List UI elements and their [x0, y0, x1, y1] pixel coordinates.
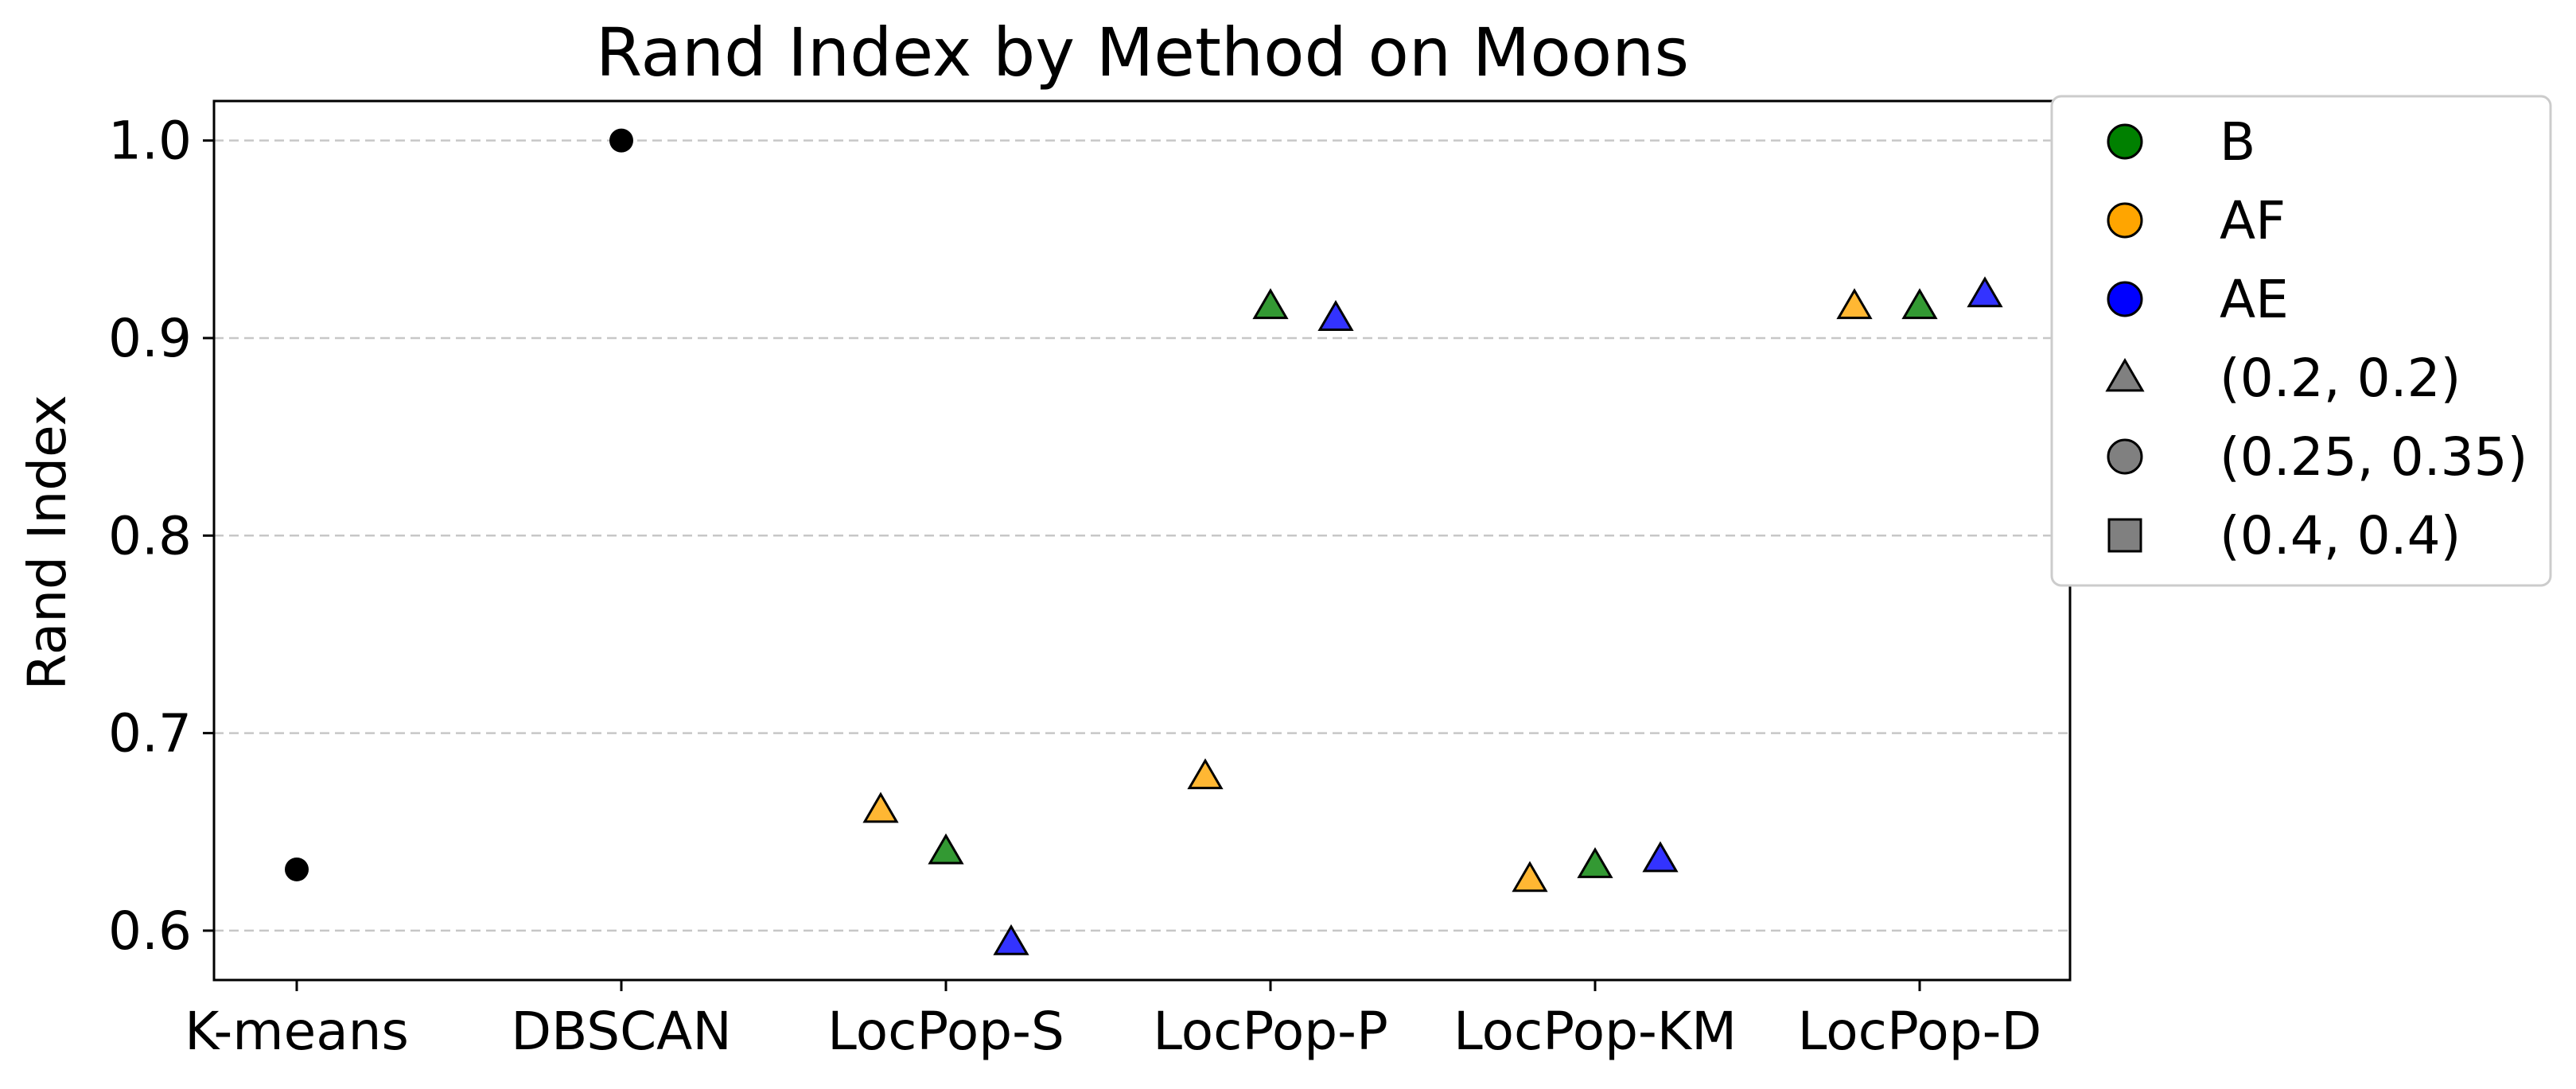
y-tick-label: 0.7 — [108, 703, 192, 764]
point-b-triangle — [1252, 288, 1289, 320]
baseline-point — [609, 128, 633, 153]
x-tick-label: LocPop-D — [1798, 1001, 2042, 1062]
legend-marker-circle — [2107, 438, 2143, 475]
legend-marker-triangle — [2105, 358, 2145, 392]
legend-frame — [2050, 95, 2552, 587]
plot-frame — [212, 99, 2072, 982]
x-tick-label: LocPop-S — [827, 1001, 1064, 1062]
y-axis-ticks: 0.6 0.7 0.8 0.9 1.0 — [108, 111, 214, 962]
legend: B AF AE (0.2, 0.2) (0.25, 0.35) (0.4, 0.4) — [2050, 95, 2552, 587]
x-tick-label: LocPop-KM — [1453, 1001, 1737, 1062]
point-b-triangle — [928, 833, 964, 865]
baseline-point — [285, 857, 309, 881]
legend-label: (0.4, 0.4) — [2220, 505, 2461, 566]
legend-label: (0.25, 0.35) — [2220, 426, 2527, 488]
legend-marker-circle — [2107, 202, 2143, 239]
y-tick-label: 0.6 — [108, 900, 192, 962]
legend-marker-circle — [2107, 281, 2143, 317]
data-points — [285, 128, 2003, 955]
chart-title: Rand Index by Method on Moons — [596, 14, 1689, 91]
y-tick-label: 1.0 — [108, 111, 192, 172]
y-tick-label: 0.9 — [108, 308, 192, 369]
y-axis-label: Rand Index — [17, 395, 78, 690]
point-af-triangle — [1512, 861, 1548, 893]
point-ae-triangle — [1967, 276, 2003, 308]
point-af-triangle — [1187, 758, 1224, 790]
grid-lines — [214, 139, 2070, 932]
x-axis-ticks: K-means DBSCAN LocPop-S LocPop-P LocPop-KM Lo… — [185, 980, 2041, 1062]
point-ae-triangle — [1317, 300, 1354, 332]
x-tick-label: K-means — [185, 1001, 409, 1062]
point-b-triangle — [1901, 288, 1938, 320]
x-tick-label: LocPop-P — [1153, 1001, 1388, 1062]
point-b-triangle — [1577, 846, 1613, 878]
legend-label: B — [2220, 111, 2255, 173]
point-af-triangle — [1836, 288, 1873, 320]
legend-marker-circle — [2107, 123, 2143, 160]
point-ae-triangle — [993, 924, 1029, 955]
legend-label: AF — [2220, 190, 2286, 251]
legend-marker-square — [2107, 518, 2142, 553]
point-ae-triangle — [1642, 841, 1679, 873]
point-af-triangle — [862, 791, 899, 823]
legend-label: (0.2, 0.2) — [2220, 348, 2461, 409]
x-tick-label: DBSCAN — [511, 1001, 731, 1062]
y-tick-label: 0.8 — [108, 505, 192, 566]
legend-label: AE — [2220, 269, 2289, 330]
